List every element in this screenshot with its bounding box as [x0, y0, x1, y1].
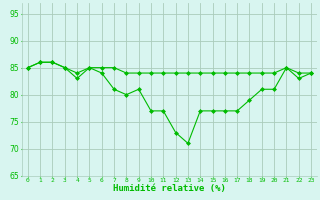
X-axis label: Humidité relative (%): Humidité relative (%) [113, 184, 226, 193]
